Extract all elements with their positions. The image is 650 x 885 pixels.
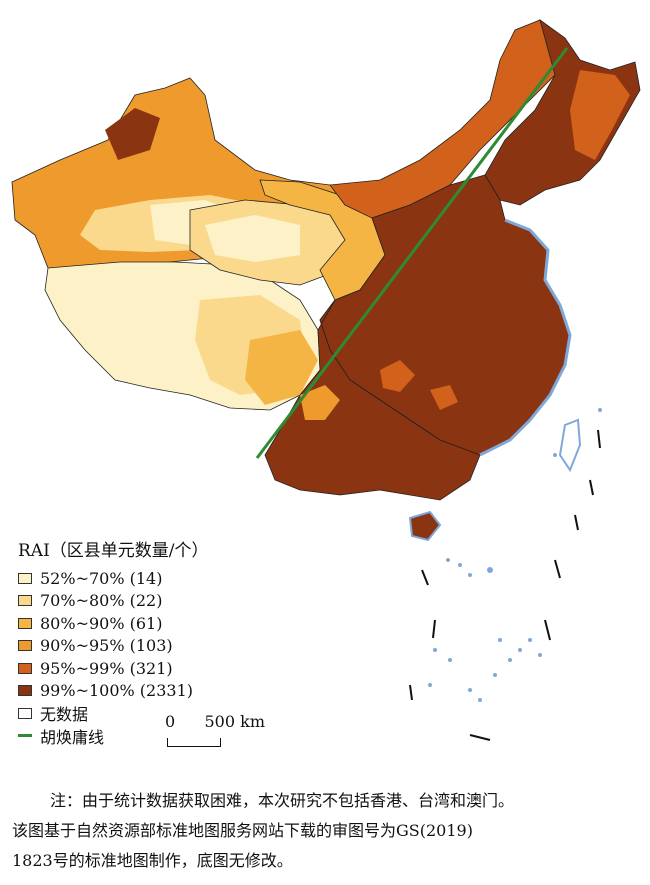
qinghai-lightest bbox=[205, 215, 300, 262]
northeast-region bbox=[484, 19, 641, 206]
legend-label: 95%~99% (321) bbox=[40, 658, 173, 678]
legend-line-swatch bbox=[18, 734, 32, 738]
legend-label: 胡焕庸线 bbox=[40, 727, 105, 747]
legend-item-nodata: 无数据 bbox=[18, 702, 318, 725]
note-line-2: 该图基于自然资源部标准地图服务网站下载的审图号为GS(2019) bbox=[12, 821, 473, 840]
legend-item-line: 胡焕庸线 bbox=[18, 725, 318, 748]
eastern-region bbox=[264, 19, 641, 542]
southwest-patch-1 bbox=[300, 385, 340, 420]
china-rai-map bbox=[11, 19, 641, 741]
legend-swatch bbox=[18, 572, 32, 584]
scale-bar-graphic bbox=[167, 738, 221, 747]
legend-item: 99%~100% (2331) bbox=[18, 680, 318, 703]
hainan-island bbox=[408, 510, 442, 542]
note-line-3: 1823号的标准地图制作，底图无修改。 bbox=[12, 851, 293, 870]
legend-label: 无数据 bbox=[40, 705, 89, 725]
xinjiang-dark-north bbox=[105, 108, 160, 160]
nine-dash-line bbox=[409, 429, 601, 741]
legend-item: 52%~70% (14) bbox=[18, 567, 318, 590]
legend-item: 95%~99% (321) bbox=[18, 657, 318, 680]
legend-item: 70%~80% (22) bbox=[18, 590, 318, 613]
scale-zero: 0 bbox=[165, 712, 176, 731]
note-line-1: 注：由于统计数据获取困难，本次研究不包括香港、台湾和澳门。 bbox=[50, 791, 515, 810]
coast-line bbox=[479, 218, 572, 457]
legend-swatch-nodata bbox=[18, 707, 32, 719]
western-region bbox=[11, 77, 386, 411]
legend-swatch bbox=[18, 640, 32, 652]
taiwan-island bbox=[558, 418, 582, 473]
central-patch-2 bbox=[430, 385, 458, 410]
legend-item: 90%~95% (103) bbox=[18, 635, 318, 658]
legend-swatch bbox=[18, 617, 32, 629]
footnote: 注：由于统计数据获取困难，本次研究不包括香港、台湾和澳门。 该图基于自然资源部标… bbox=[12, 786, 640, 876]
legend-title: RAI（区县单元数量/个） bbox=[18, 541, 209, 561]
legend: RAI（区县单元数量/个） 52%~70% (14) 70%~80% (22) … bbox=[18, 536, 318, 747]
south-sea-islands bbox=[428, 408, 602, 702]
legend-swatch bbox=[18, 662, 32, 674]
legend-label: 52%~70% (14) bbox=[40, 568, 163, 588]
legend-label: 70%~80% (22) bbox=[40, 591, 163, 611]
tibet-east bbox=[245, 330, 318, 405]
northeast-mixed bbox=[570, 70, 630, 160]
legend-label: 90%~95% (103) bbox=[40, 636, 173, 656]
legend-label: 99%~100% (2331) bbox=[40, 681, 193, 701]
hu-huanyong-line bbox=[255, 47, 569, 459]
scale-bar: 0 500 km bbox=[165, 712, 265, 752]
legend-item: 80%~90% (61) bbox=[18, 612, 318, 635]
legend-swatch bbox=[18, 595, 32, 607]
legend-swatch bbox=[18, 685, 32, 697]
central-patch bbox=[380, 360, 415, 392]
scale-distance: 500 km bbox=[204, 712, 266, 731]
legend-label: 80%~90% (61) bbox=[40, 613, 163, 633]
